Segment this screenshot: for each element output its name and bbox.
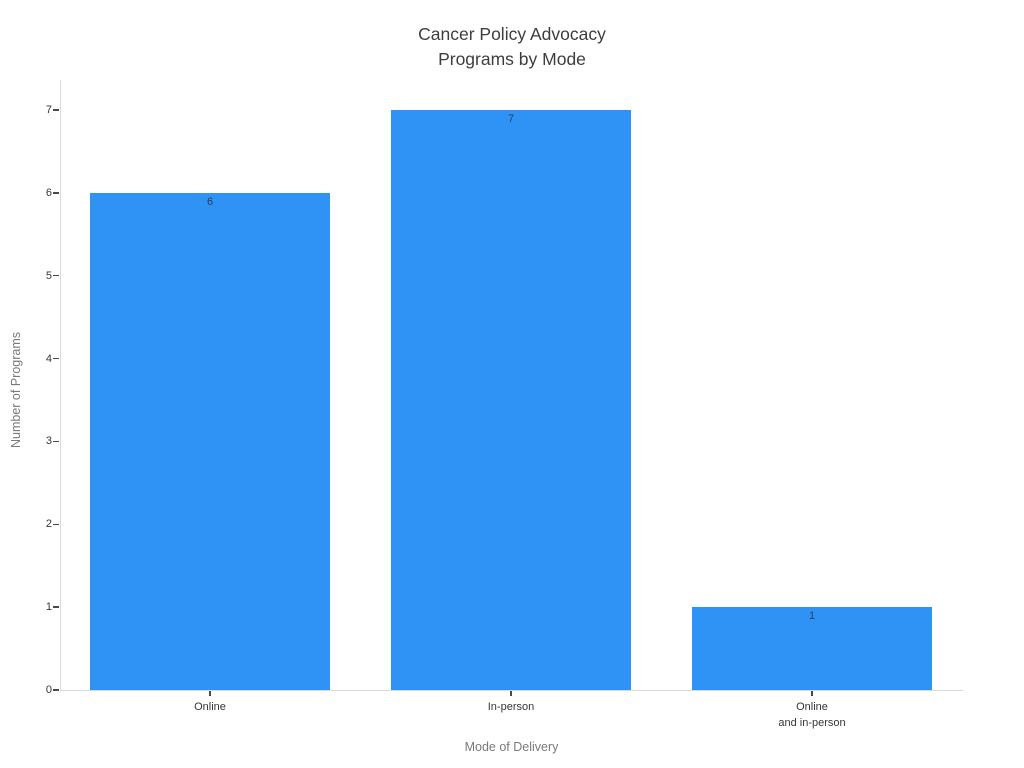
y-tick-label: 0	[45, 684, 52, 696]
x-tick-label: Online and in-person	[778, 701, 846, 729]
y-axis-title: Number of Programs	[9, 331, 23, 449]
x-axis-title: Mode of Delivery	[464, 740, 559, 754]
x-tick-mark	[209, 691, 211, 696]
x-tick-label: Online	[194, 701, 226, 713]
y-tick-label: 3	[45, 435, 52, 448]
y-tick-mark	[53, 440, 59, 443]
x-tick-mark	[510, 691, 512, 696]
y-tick-label: 2	[45, 518, 52, 531]
y-tick-label: 7	[45, 104, 52, 116]
x-axis-line	[60, 690, 963, 691]
bar: 1	[692, 607, 932, 690]
x-tick-label: In-person	[487, 701, 535, 713]
bar-value-label: 1	[808, 610, 816, 623]
x-tick-mark	[811, 691, 813, 696]
y-tick-mark	[53, 192, 59, 194]
y-tick-label: 5	[45, 269, 52, 282]
y-tick-mark	[53, 357, 59, 360]
y-tick-label: 6	[45, 186, 52, 199]
chart-title: Cancer Policy Advocacy Programs by Mode	[418, 24, 606, 69]
bar: 7	[391, 110, 631, 690]
y-tick-mark	[53, 689, 59, 691]
y-tick-label: 1	[45, 601, 52, 614]
y-tick-mark	[53, 109, 59, 111]
bar: 6	[90, 192, 330, 690]
y-tick-mark	[53, 606, 59, 608]
bar-value-label: 7	[507, 113, 515, 125]
y-tick-mark	[53, 274, 59, 277]
y-axis-line	[60, 80, 61, 690]
y-tick-mark	[53, 523, 59, 526]
bar-value-label: 6	[206, 195, 214, 208]
y-tick-label: 4	[45, 352, 52, 365]
